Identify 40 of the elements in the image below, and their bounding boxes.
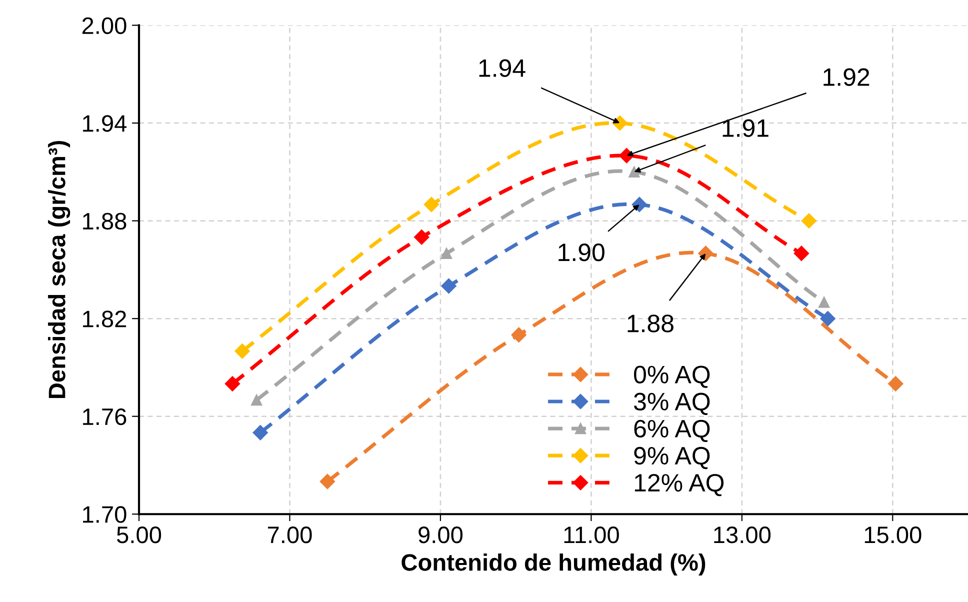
annotation: 1.88 <box>628 314 674 332</box>
legend-label: 9% AQ <box>634 446 710 470</box>
y-tick-label: 2.00 <box>82 17 126 34</box>
point <box>888 376 904 392</box>
point <box>441 278 456 294</box>
y-axis-title: Densidad seca (gr/cm³) <box>48 140 70 398</box>
point <box>440 248 452 259</box>
y-tick-label: 1.76 <box>83 408 126 426</box>
y-tick-label: 1.82 <box>83 310 126 328</box>
legend-label: 3% AQ <box>634 392 710 415</box>
annotation: 1.92 <box>824 68 870 86</box>
point <box>414 230 430 245</box>
point <box>320 474 335 490</box>
y-tick-label: 1.94 <box>83 115 127 132</box>
point <box>801 213 817 228</box>
annotation: 1.94 <box>479 59 526 77</box>
annotation: 1.90 <box>558 244 604 262</box>
x-axis-title: Contenido de humedad (%) <box>402 553 706 576</box>
annotation: 1.91 <box>722 119 768 137</box>
point <box>818 296 830 308</box>
x-tick-label: 11.00 <box>564 526 619 544</box>
point <box>252 425 268 440</box>
point <box>794 246 810 261</box>
point <box>424 196 439 212</box>
point <box>224 376 240 392</box>
point <box>628 166 640 178</box>
legend-label: 0% AQ <box>634 366 710 388</box>
x-tick-label: 9.00 <box>418 526 463 544</box>
x-tick-label: 13.00 <box>714 526 771 544</box>
y-tick-label: 1.70 <box>83 506 126 523</box>
legend-label: 6% AQ <box>634 420 710 442</box>
point <box>511 327 526 342</box>
point <box>251 394 262 406</box>
point <box>234 344 250 359</box>
x-tick-label: 5.00 <box>116 526 162 544</box>
x-tick-label: 15.00 <box>864 526 922 544</box>
legend-label: 12% AQ <box>634 474 724 496</box>
y-tick-label: 1.88 <box>83 212 126 230</box>
x-tick-label: 7.00 <box>268 526 312 544</box>
point <box>820 311 836 326</box>
